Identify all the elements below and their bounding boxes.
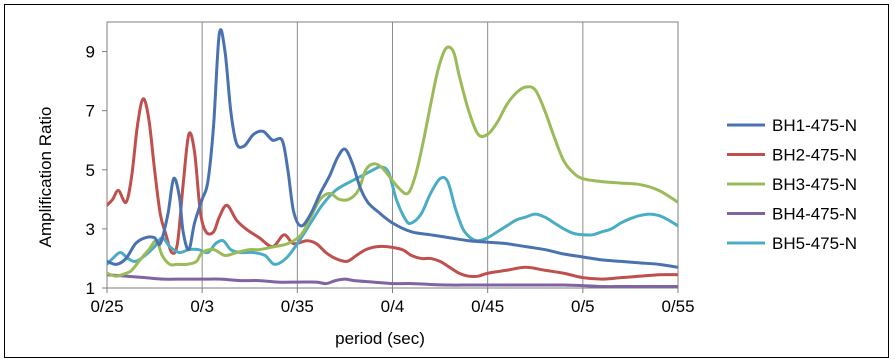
legend-item: BH5-475-N <box>727 234 857 253</box>
legend-label: BH3-475-N <box>772 175 857 194</box>
x-tick-label: 0/25 <box>90 297 123 316</box>
legend-item: BH4-475-N <box>727 205 857 224</box>
x-tick-label: 0/35 <box>281 297 314 316</box>
legend-label: BH5-475-N <box>772 234 857 253</box>
y-tick-label: 1 <box>86 279 95 298</box>
legend: BH1-475-N BH2-475-N BH3-475-N BH4-475-N BH5-… <box>727 116 857 253</box>
grid-lines <box>201 22 584 288</box>
x-tick-label: 0/55 <box>661 297 694 316</box>
y-axis-ticks: 1 3 5 7 9 <box>86 43 107 298</box>
x-tick-label: 0/3 <box>190 297 214 316</box>
y-tick-label: 9 <box>86 43 95 62</box>
legend-label: BH1-475-N <box>772 116 857 135</box>
x-axis-title: period (sec) <box>335 329 425 348</box>
series-line-bh1-475-n <box>107 28 678 269</box>
x-tick-label: 0/5 <box>571 297 595 316</box>
legend-item: BH1-475-N <box>727 116 857 135</box>
y-tick-label: 7 <box>86 102 95 121</box>
legend-label: BH4-475-N <box>772 205 857 224</box>
y-tick-label: 5 <box>86 161 95 180</box>
legend-label: BH2-475-N <box>772 146 857 165</box>
series-group <box>107 28 678 288</box>
series-line-bh3-475-n <box>107 45 678 278</box>
x-tick-label: 0/45 <box>471 297 504 316</box>
series-line-bh2-475-n <box>107 97 678 281</box>
y-tick-label: 3 <box>86 220 95 239</box>
x-axis-ticks: 0/25 0/3 0/35 0/4 0/45 0/5 0/55 <box>90 288 695 316</box>
series-line-bh4-475-n <box>107 273 678 288</box>
legend-item: BH2-475-N <box>727 146 857 165</box>
legend-item: BH3-475-N <box>727 175 857 194</box>
y-axis-title: Amplification Ratio <box>36 107 55 248</box>
x-tick-label: 0/4 <box>381 297 405 316</box>
